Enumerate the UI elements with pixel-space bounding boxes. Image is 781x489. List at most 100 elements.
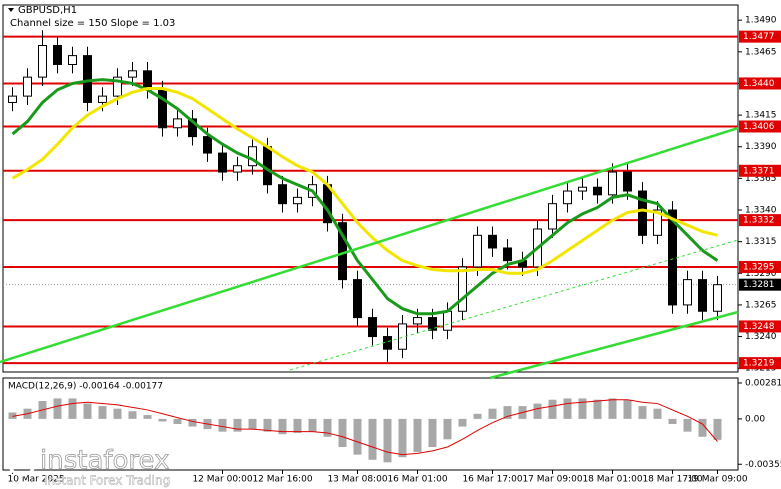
macd-bar	[653, 408, 662, 419]
x-tick-label: 12 Mar 16:00	[252, 475, 312, 485]
macd-bar	[488, 408, 497, 419]
logo-tagline: Instant Forex Trading	[44, 474, 170, 488]
plot-area: 1.34901.34651.34401.34151.33901.33651.33…	[3, 16, 781, 485]
macd-bar	[428, 418, 437, 447]
level-label: 1.3406	[743, 122, 775, 132]
x-tick-label: 13 Mar 08:00	[327, 475, 387, 485]
candle-body	[38, 44, 47, 78]
candle-body	[263, 146, 272, 186]
level-label-box	[739, 214, 781, 227]
candle-body	[578, 186, 587, 192]
macd-bar	[53, 398, 62, 419]
y-tick-label: 1.3365	[745, 174, 777, 184]
x-tick-label: 18 Mar 17:00	[642, 475, 702, 485]
channel-upper	[0, 126, 739, 364]
level-label-box	[739, 320, 781, 333]
macd-bar	[263, 418, 272, 432]
candle-body	[8, 95, 17, 103]
macd-bar	[563, 398, 572, 419]
logo: instaforex Instant Forex Trading	[7, 445, 170, 488]
macd-bar	[398, 418, 407, 458]
y-tick-label: 1.3290	[745, 269, 777, 279]
level-label: 1.3371	[743, 166, 775, 176]
channel-lower	[489, 310, 739, 380]
dropdown-icon[interactable]	[8, 8, 14, 12]
macd-y-tick-label: 0.00281	[745, 378, 781, 388]
candle-body	[713, 284, 722, 312]
candle-body	[188, 118, 197, 138]
x-tick-label: 17 Mar 09:00	[522, 475, 582, 485]
macd-bar	[593, 399, 602, 419]
y-tick-label: 1.3390	[745, 142, 777, 152]
macd-bar	[368, 418, 377, 460]
candle-body	[458, 266, 467, 312]
x-tick-label: 19 Mar 09:00	[687, 475, 747, 485]
candle-body	[473, 234, 482, 268]
candle-body	[593, 186, 602, 196]
macd-bar	[113, 408, 122, 419]
candle-body	[68, 55, 77, 65]
level-label-box	[739, 77, 781, 90]
candle-body	[293, 196, 302, 205]
y-tick-label: 1.3340	[745, 206, 777, 216]
level-label-box	[739, 120, 781, 133]
x-tick-label: 16 Mar 01:00	[387, 475, 447, 485]
current-price-box	[739, 278, 781, 291]
channel-info: Channel size = 150 Slope = 1.03	[10, 18, 175, 29]
candle-body	[683, 279, 692, 306]
macd-bar	[143, 415, 152, 419]
macd-bar	[83, 403, 92, 419]
x-tick-label: 10 Mar 2025	[8, 475, 65, 485]
macd-bar	[128, 411, 137, 419]
logo-icon-dot	[17, 457, 27, 467]
x-tick-label: 12 Mar 00:00	[192, 475, 252, 485]
macd-bar	[458, 418, 467, 427]
candle-body	[128, 70, 137, 78]
level-label: 1.3332	[743, 216, 775, 226]
candle-body	[653, 209, 662, 236]
macd-bar	[473, 413, 482, 419]
macd-bar	[158, 418, 167, 422]
macd-bar	[173, 418, 182, 424]
level-label: 1.3248	[743, 322, 775, 332]
macd-bar	[683, 418, 692, 432]
logo-text: instaforex	[40, 446, 169, 476]
macd-bar	[413, 418, 422, 453]
level-label: 1.3295	[743, 262, 775, 272]
macd-bar	[188, 418, 197, 427]
x-tick-label: 16 Mar 17:00	[462, 475, 522, 485]
symbol-title: GBPUSD,H1	[18, 5, 77, 16]
macd-title: MACD(12,26,9) -0.00164 -0.00177	[8, 382, 163, 392]
macd-bar	[668, 418, 677, 424]
candle-body	[638, 190, 647, 236]
y-tick-label: 1.3240	[745, 332, 777, 342]
macd-signal	[12, 399, 718, 456]
candle-body	[173, 118, 182, 129]
moving-average	[11, 87, 718, 275]
y-tick-label: 1.3465	[745, 47, 777, 57]
level-label: 1.3440	[743, 79, 775, 89]
candle-body	[203, 136, 212, 154]
level-label: 1.3219	[743, 359, 775, 369]
candle-body	[53, 44, 62, 65]
macd-bar	[443, 418, 452, 440]
macd-bar	[578, 398, 587, 419]
macd-bar	[533, 403, 542, 419]
candle-body	[233, 165, 242, 173]
macd-bar	[503, 406, 512, 419]
level-label-box	[739, 30, 781, 43]
macd-bar	[68, 398, 77, 419]
candle-body	[218, 152, 227, 173]
macd-bar	[353, 418, 362, 455]
candle-body	[443, 310, 452, 331]
macd-bar	[638, 406, 647, 419]
candle-body	[278, 184, 287, 205]
candle-body	[113, 76, 122, 97]
candle-body	[623, 171, 632, 192]
level-label-box	[739, 164, 781, 177]
moving-average	[11, 78, 719, 316]
level-label: 1.3477	[743, 32, 775, 42]
macd-bar	[233, 418, 242, 432]
candle-body	[503, 247, 512, 262]
macd-bar	[323, 418, 332, 437]
